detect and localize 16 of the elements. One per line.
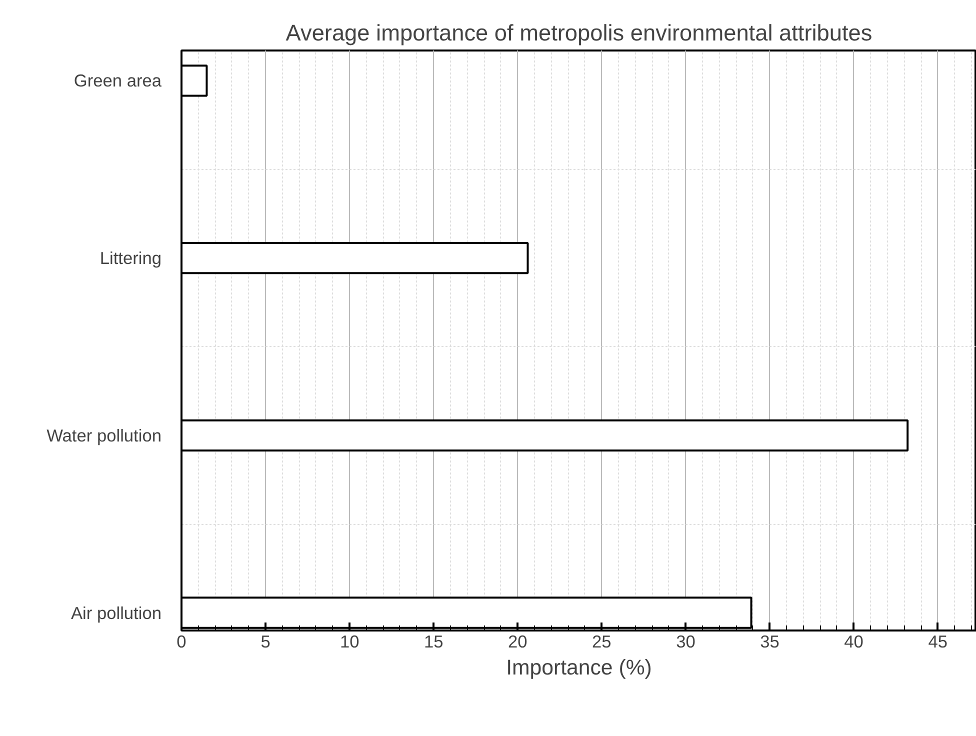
x-tick-label: 15 [424,632,444,652]
y-tick-label: Air pollution [70,602,162,623]
x-tick-label: 30 [676,632,696,652]
x-tick-label: 45 [928,632,948,652]
x-axis-title: Importance (%) [506,656,652,680]
x-tick-label: 35 [760,632,780,652]
x-tick-label: 20 [508,632,528,652]
chart-title: Average importance of metropolis environmental attributes [286,20,872,46]
x-tick-label: 25 [592,632,612,652]
y-tick-label: Littering [100,248,162,268]
y-tick-label: Water pollution [46,425,162,446]
y-tick-label: Green area [74,70,162,91]
x-tick-label: 0 [176,632,186,652]
x-tick-label: 10 [340,632,360,652]
x-tick-label: 5 [260,632,270,652]
x-tick-label: 40 [844,632,864,652]
